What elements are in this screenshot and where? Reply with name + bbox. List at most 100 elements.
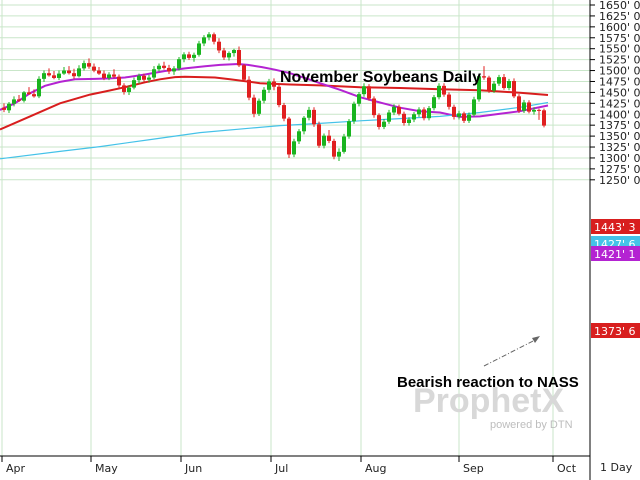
value-badge-label: 1373' 6	[594, 325, 636, 338]
candle-body	[352, 103, 356, 122]
annotation-arrow	[483, 336, 540, 367]
candle-body	[92, 66, 96, 71]
candle-body	[187, 54, 191, 58]
candle-body	[337, 151, 341, 157]
candle-body	[222, 50, 226, 58]
candle-body	[482, 76, 486, 78]
candle-body	[122, 85, 126, 92]
candle-body	[32, 94, 36, 97]
series-line	[0, 101, 549, 160]
x-tick-label: May	[95, 462, 118, 475]
x-tick-label: Sep	[463, 462, 484, 475]
candle-body	[447, 94, 451, 107]
y-tick-label: 1325' 0	[599, 141, 640, 154]
candle-body	[62, 70, 66, 74]
y-tick-label: 1550' 0	[599, 43, 640, 56]
candle-body	[542, 110, 546, 126]
candle-body	[342, 136, 346, 152]
candle-body	[502, 77, 506, 89]
candle-body	[107, 74, 111, 78]
prophetx-watermark: ProphetX powered by DTN	[413, 382, 573, 431]
candle-body	[417, 109, 421, 115]
candle-body	[72, 73, 76, 77]
candle-body	[297, 131, 301, 142]
candle-body	[202, 37, 206, 44]
candle-body	[142, 75, 146, 80]
candle-body	[207, 34, 211, 38]
candle-body	[287, 118, 291, 155]
y-tick-label: 1375' 0	[599, 119, 640, 132]
candle-body	[267, 81, 271, 90]
candle-body	[497, 77, 501, 84]
candle-body	[392, 106, 396, 113]
value-badge-label: 1443' 3	[594, 221, 636, 234]
candle-body	[492, 83, 496, 91]
candle-body	[522, 102, 526, 111]
y-tick-label: 1450' 0	[599, 86, 640, 99]
x-tick-label: Jul	[274, 462, 288, 475]
watermark-tagline: powered by DTN	[490, 419, 573, 431]
y-tick-label: 1525' 0	[599, 54, 640, 67]
y-tick-label: 1425' 0	[599, 97, 640, 110]
candle-body	[172, 68, 176, 72]
candle-body	[302, 117, 306, 132]
candle-body	[227, 53, 231, 58]
candle-body	[232, 50, 236, 54]
value-badge	[591, 219, 640, 234]
candle-body	[132, 80, 136, 88]
candle-body	[152, 69, 156, 78]
candle-body	[37, 78, 41, 97]
candle-body	[97, 70, 101, 74]
candle-body	[257, 100, 261, 114]
candle-body	[52, 75, 56, 78]
candle-body	[437, 85, 441, 98]
candle-body	[42, 73, 46, 79]
y-tick-label: 1625' 0	[599, 10, 640, 23]
candle-body	[17, 99, 21, 101]
candle-body	[412, 114, 416, 120]
candle-body	[397, 106, 401, 114]
candle-body	[367, 86, 371, 99]
value-badge	[591, 246, 640, 261]
candle-body	[237, 50, 241, 66]
candle-body	[307, 109, 311, 118]
candle-body	[77, 68, 81, 77]
x-tick-label: Aug	[365, 462, 386, 475]
candle-body	[117, 76, 121, 86]
value-badge-label: 1421' 1	[594, 248, 636, 261]
candle-body	[487, 77, 491, 91]
candle-body	[177, 59, 181, 69]
series-line	[0, 75, 549, 131]
candle-body	[127, 87, 131, 92]
candle-body	[332, 140, 336, 157]
candle-body	[512, 81, 516, 97]
candle-body	[312, 109, 316, 125]
x-tick-label: Oct	[557, 462, 577, 475]
candle-body	[507, 81, 511, 89]
y-tick-label: 1300' 0	[599, 152, 640, 165]
value-badge	[591, 323, 640, 338]
candle-body	[327, 135, 331, 141]
candle-body	[407, 119, 411, 123]
candle-body	[7, 103, 11, 111]
candle-body	[2, 107, 6, 110]
candle-body	[422, 109, 426, 119]
candle-body	[182, 54, 186, 60]
candle-body	[372, 98, 376, 116]
candle-body	[12, 99, 16, 104]
candlesticks	[2, 32, 546, 162]
candle-body	[477, 76, 481, 100]
candle-body	[67, 70, 71, 74]
candle-body	[357, 94, 361, 104]
candle-body	[167, 67, 171, 72]
candle-body	[427, 108, 431, 119]
candle-body	[82, 63, 86, 69]
y-tick-label: 1500' 0	[599, 65, 640, 78]
candle-body	[247, 79, 251, 98]
candle-body	[212, 34, 216, 42]
candle-body	[402, 113, 406, 123]
y-tick-label: 1350' 0	[599, 130, 640, 143]
candle-body	[472, 99, 476, 115]
